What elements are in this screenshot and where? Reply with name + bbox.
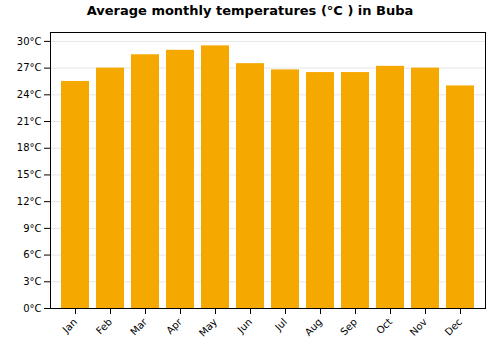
- svg-text:30°C: 30°C: [17, 36, 42, 47]
- html-text:Average monthly temperatures (: Average monthly temperatures (°C ) in Bu…: [86, 3, 414, 18]
- svg-text:Aug: Aug: [303, 316, 325, 338]
- svg-text:9°C: 9°C: [23, 223, 41, 234]
- svg-text:18°C: 18°C: [17, 142, 42, 153]
- svg-text:6°C: 6°C: [23, 249, 41, 260]
- svg-text:0°C: 0°C: [23, 303, 41, 314]
- svg-text:Sep: Sep: [338, 316, 359, 337]
- svg-text:15°C: 15°C: [17, 169, 42, 180]
- svg-text:Nov: Nov: [408, 316, 430, 338]
- svg-text:Apr: Apr: [164, 316, 185, 337]
- svg-text:May: May: [197, 316, 219, 338]
- svg-text:12°C: 12°C: [17, 196, 42, 207]
- svg-text:Dec: Dec: [443, 316, 464, 337]
- svg-text:Jan: Jan: [60, 316, 79, 335]
- svg-text:24°C: 24°C: [17, 89, 42, 100]
- svg-text:27°C: 27°C: [17, 62, 42, 73]
- svg-text:Oct: Oct: [374, 316, 394, 336]
- svg-text:Jun: Jun: [235, 316, 255, 336]
- svg-text:3°C: 3°C: [23, 276, 41, 287]
- svg-text:21°C: 21°C: [17, 116, 42, 127]
- svg-text:Mar: Mar: [128, 316, 150, 338]
- svg-text:Feb: Feb: [94, 316, 114, 336]
- svg-text:Jul: Jul: [272, 316, 289, 333]
